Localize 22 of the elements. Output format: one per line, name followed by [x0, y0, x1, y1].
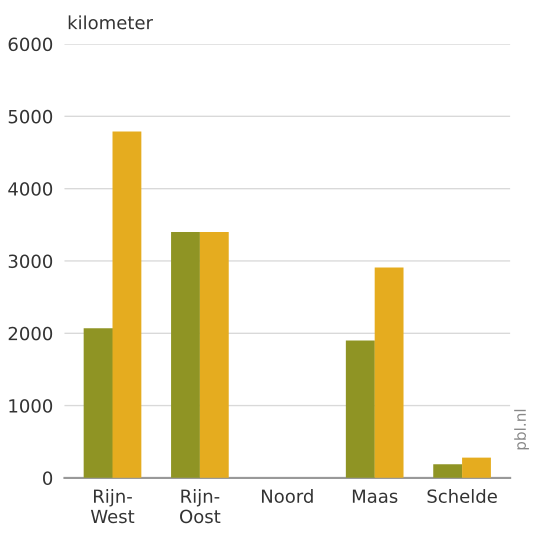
bar [462, 458, 491, 478]
bar [171, 232, 200, 478]
x-tick-label: Rijn- Oost [180, 489, 220, 524]
bar [84, 328, 113, 478]
y-tick-label: 0 [43, 471, 52, 486]
bar [200, 232, 229, 478]
y-tick-label: 5000 [8, 110, 52, 124]
y-tick-label: 1000 [9, 399, 52, 413]
y-tick-label: 3000 [8, 254, 52, 268]
x-tick-label: Maas [352, 490, 398, 504]
bar [433, 464, 462, 478]
x-tick-label: Schelde [428, 489, 497, 504]
x-tick-label: Rijn- West [90, 489, 134, 524]
text: pbl.nl [514, 410, 529, 450]
bar [374, 267, 404, 478]
y-tick-label: 6000 [8, 37, 52, 52]
y-tick-label: 2000 [8, 326, 52, 340]
bar [112, 132, 142, 478]
x-tick-label: Noord [262, 489, 313, 504]
y-tick-label: 4000 [8, 182, 52, 196]
y-axis-title: kilometer [68, 15, 153, 30]
bar [346, 340, 375, 478]
